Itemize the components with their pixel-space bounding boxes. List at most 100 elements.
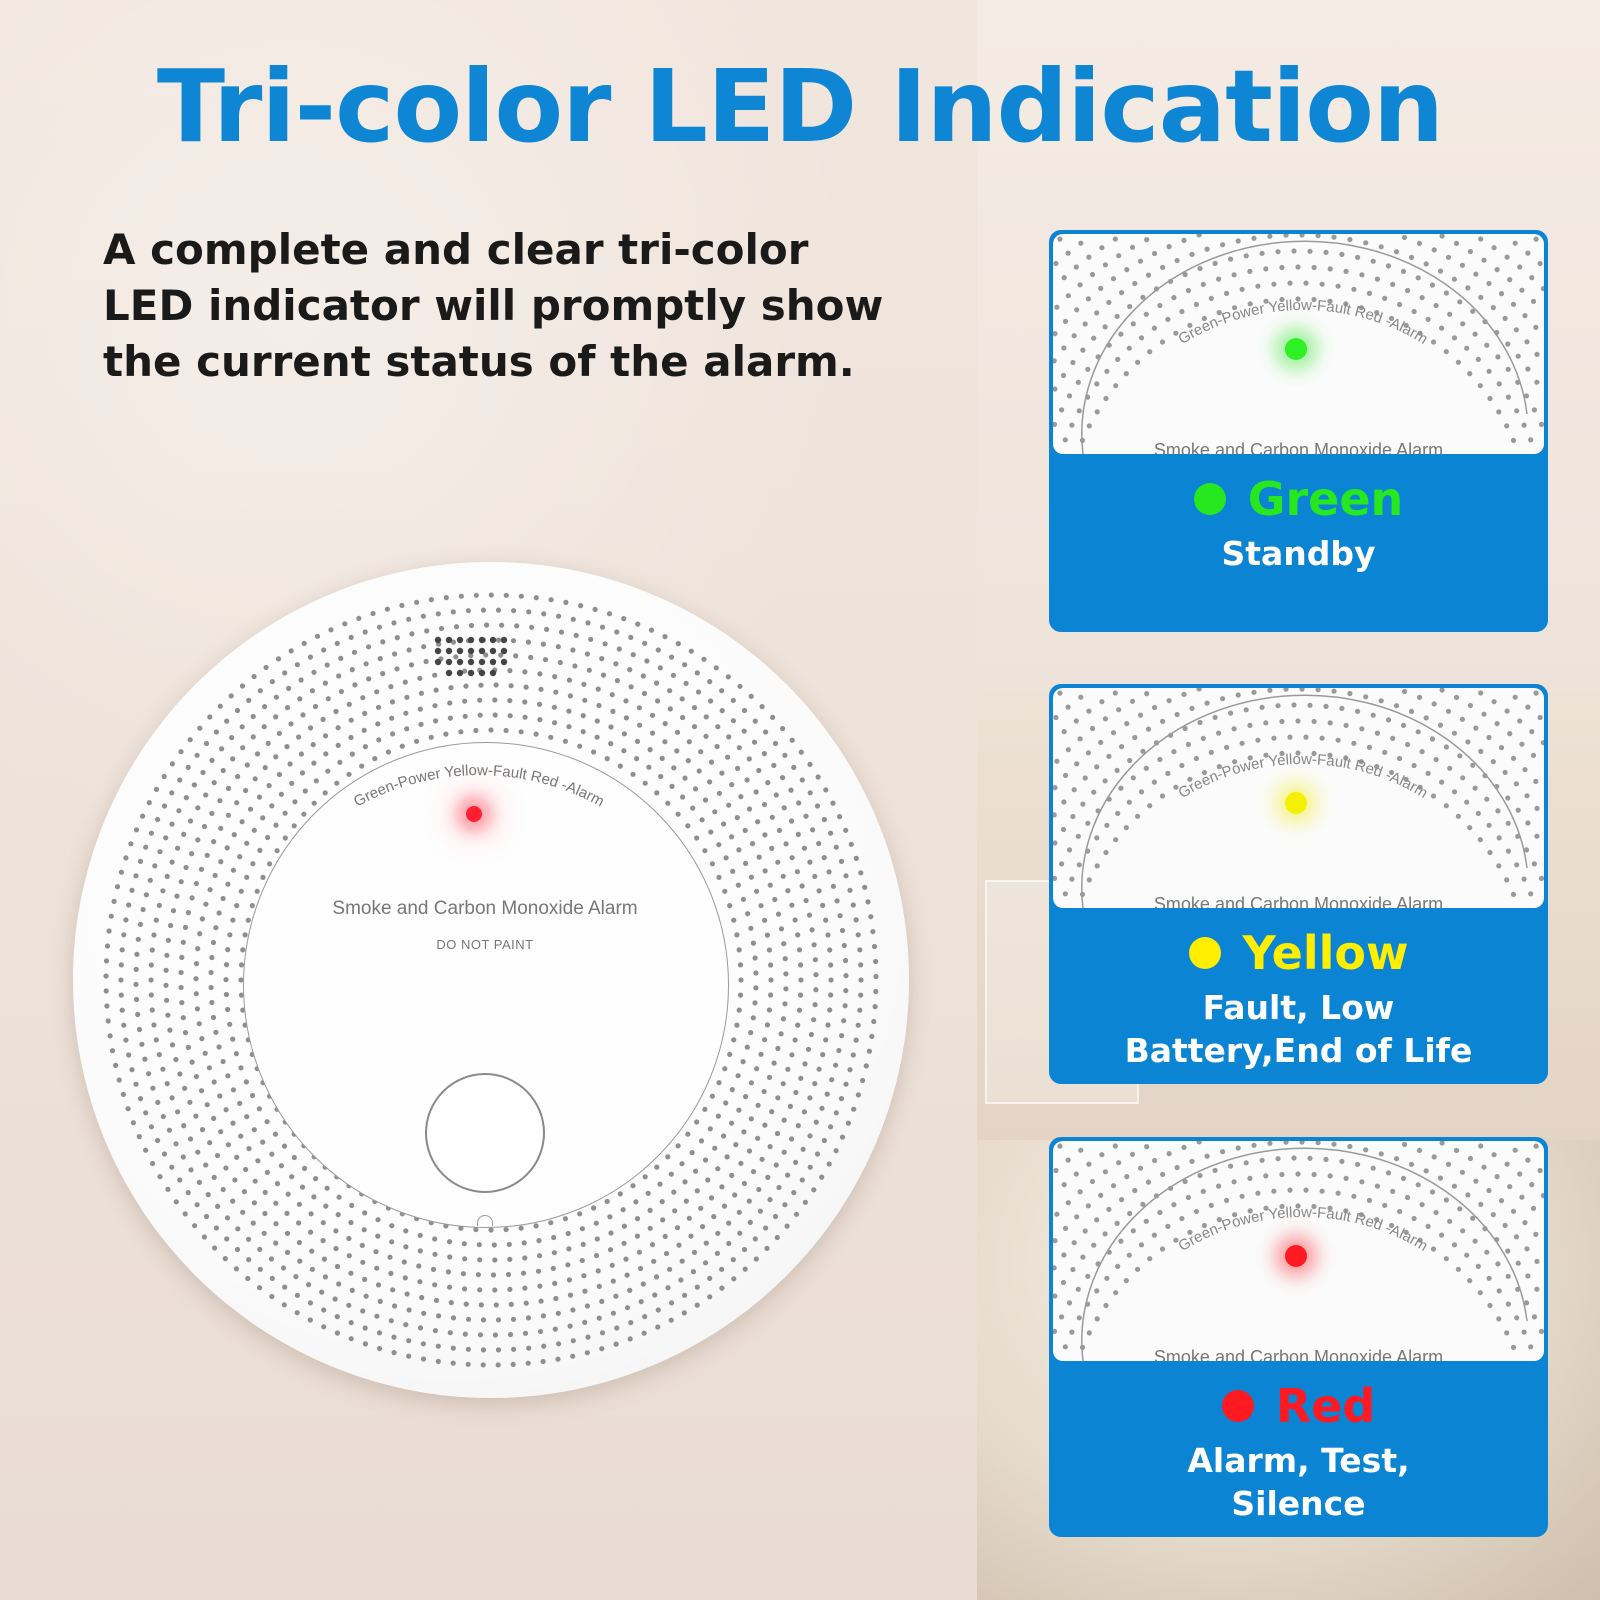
vent-hole <box>811 1187 817 1193</box>
vent-hole <box>657 665 663 671</box>
vent-hole <box>642 640 648 646</box>
vent-hole <box>133 827 140 833</box>
vent-hole <box>284 1210 290 1216</box>
vent-hole <box>450 609 456 615</box>
vent-hole <box>780 873 786 879</box>
vent-hole <box>448 1300 454 1306</box>
vent-hole <box>716 842 722 848</box>
vent-hole <box>1065 1200 1071 1206</box>
vent-hole <box>535 1268 542 1274</box>
vent-hole <box>250 1220 256 1226</box>
vent-hole <box>698 749 704 755</box>
vent-hole <box>1311 1203 1317 1210</box>
vent-hole <box>737 1230 743 1236</box>
vent-hole <box>1505 1273 1511 1279</box>
vent-hole <box>215 1203 221 1209</box>
vent-hole <box>742 827 748 833</box>
vent-hole <box>1538 1328 1544 1334</box>
vent-hole <box>792 917 798 923</box>
vent-hole <box>1502 315 1508 321</box>
vent-hole <box>373 1249 379 1255</box>
status-text-line: Fault, Low <box>1202 988 1395 1027</box>
vent-hole <box>708 759 715 765</box>
vent-hole <box>871 1018 877 1025</box>
vent-hole <box>1522 767 1528 773</box>
vent-hole <box>1102 1169 1108 1175</box>
vent-hole <box>380 671 386 677</box>
vent-hole <box>1062 891 1068 897</box>
vent-hole <box>1123 1278 1129 1284</box>
vent-hole <box>843 988 849 994</box>
vent-hole <box>1053 1328 1058 1334</box>
speaker-hole <box>434 636 442 644</box>
vent-hole <box>1451 335 1458 341</box>
vent-hole <box>1185 287 1191 294</box>
vent-hole <box>570 616 576 622</box>
vent-hole <box>1232 305 1238 311</box>
vent-hole <box>604 756 610 762</box>
vent-hole <box>1235 1145 1241 1151</box>
vent-hole <box>1115 356 1121 362</box>
vent-hole <box>764 1022 771 1028</box>
vent-hole <box>1193 301 1199 308</box>
vent-hole <box>627 1287 633 1293</box>
vent-hole <box>446 1239 453 1245</box>
vent-hole <box>753 985 759 991</box>
vent-hole <box>1204 1153 1210 1159</box>
test-button[interactable] <box>425 1073 545 1193</box>
vent-hole <box>1482 1226 1488 1232</box>
vent-hole <box>1060 826 1067 833</box>
vent-hole <box>828 1124 834 1130</box>
vent-hole <box>838 1096 845 1102</box>
vent-hole <box>284 744 290 750</box>
vent-hole <box>417 1248 423 1254</box>
vent-hole <box>182 1030 189 1036</box>
vent-hole <box>389 699 396 705</box>
vent-hole <box>1419 295 1425 301</box>
vent-hole <box>1505 341 1511 347</box>
vent-hole <box>1411 1215 1417 1222</box>
vent-hole <box>1080 801 1086 807</box>
vent-hole <box>1467 371 1473 377</box>
vent-hole <box>678 1277 684 1283</box>
vent-hole <box>351 649 358 655</box>
vent-hole <box>513 653 519 659</box>
vent-hole <box>730 1257 736 1263</box>
vent-hole <box>1431 701 1437 707</box>
vent-hole <box>321 1307 327 1313</box>
vent-hole <box>1417 784 1423 790</box>
vent-hole <box>403 1322 409 1328</box>
vent-hole <box>789 1052 795 1058</box>
vent-hole <box>609 1262 615 1268</box>
vent-hole <box>1196 688 1202 692</box>
vent-hole <box>599 1298 605 1304</box>
color-name: Green <box>1247 472 1404 526</box>
vent-hole <box>320 716 326 722</box>
vent-hole <box>736 1209 742 1215</box>
vent-hole <box>602 641 608 647</box>
yellow-status-card: Green-Power Yellow-Fault Red -Alarm Smok… <box>1049 684 1548 1084</box>
vent-hole <box>1291 1155 1297 1161</box>
vent-hole <box>1437 1175 1444 1181</box>
vent-hole <box>234 707 241 714</box>
vent-hole <box>1423 715 1429 721</box>
vent-hole <box>185 910 191 916</box>
vent-hole <box>1455 1266 1461 1272</box>
vent-hole <box>348 734 354 741</box>
vent-hole <box>1159 339 1166 345</box>
vent-hole <box>1343 1175 1349 1181</box>
vent-hole <box>185 1190 191 1196</box>
vent-hole <box>183 864 189 871</box>
vent-hole <box>640 1281 646 1287</box>
vent-hole <box>1443 1197 1449 1203</box>
vent-hole <box>169 790 175 796</box>
vent-hole <box>1080 1254 1086 1260</box>
vent-hole <box>737 962 744 968</box>
vent-hole <box>735 765 741 771</box>
vent-hole <box>349 1202 355 1208</box>
vent-hole <box>1061 275 1067 281</box>
vent-hole <box>812 1002 818 1008</box>
vent-hole <box>738 794 744 800</box>
vent-hole <box>1397 755 1403 762</box>
vent-hole <box>1147 803 1153 809</box>
